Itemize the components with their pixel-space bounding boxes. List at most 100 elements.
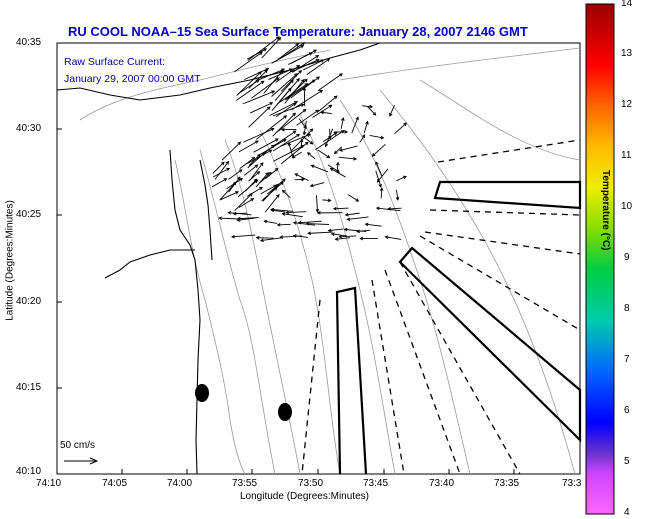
current-vector-head xyxy=(288,68,293,72)
current-vector xyxy=(243,128,274,143)
current-vector xyxy=(275,65,300,83)
current-vector xyxy=(234,193,253,212)
current-vector-head xyxy=(238,169,243,173)
current-vector-head xyxy=(276,223,281,227)
radar-beams xyxy=(301,139,581,475)
current-vector-head xyxy=(255,235,260,240)
current-vector xyxy=(347,194,359,202)
current-vector xyxy=(317,149,330,159)
plot-frame xyxy=(56,42,581,475)
y-tick-label: 40:20 xyxy=(16,296,42,307)
current-vector xyxy=(276,43,299,62)
current-vector xyxy=(265,168,279,180)
current-vector xyxy=(310,182,325,187)
current-vector-head xyxy=(239,178,244,182)
coastline xyxy=(56,42,381,475)
current-vector-head xyxy=(266,106,271,110)
current-vector xyxy=(288,142,294,159)
current-vector xyxy=(292,151,303,158)
overlay-line2: January 29, 2007 00:00 GMT xyxy=(64,73,201,85)
current-vector-head xyxy=(341,117,345,122)
current-vector xyxy=(239,157,255,169)
current-vector xyxy=(238,140,259,153)
current-vector-head xyxy=(334,237,339,241)
x-tick-label: 73:35 xyxy=(494,478,520,489)
y-axis-label: Latitude (Degrees:Minutes) xyxy=(4,200,16,321)
current-vector xyxy=(277,223,291,226)
current-vector xyxy=(268,68,293,80)
current-vector-head xyxy=(275,138,279,142)
current-vector-head xyxy=(283,115,288,119)
current-vector-head xyxy=(302,86,307,91)
current-vector xyxy=(306,58,330,75)
current-vector xyxy=(302,135,314,145)
current-vector-head xyxy=(319,89,324,94)
current-vector xyxy=(320,111,332,115)
current-vector xyxy=(318,95,338,112)
current-vector xyxy=(280,133,311,147)
scale-label: 50 cm/s xyxy=(60,440,96,451)
current-vector-head xyxy=(327,228,332,233)
current-vector-head xyxy=(315,55,320,59)
current-vector-head xyxy=(255,140,259,144)
current-vector-head xyxy=(282,138,287,143)
current-vector-head xyxy=(294,173,299,177)
x-tick-label: 73:3 xyxy=(562,478,582,489)
current-vector-head xyxy=(292,130,297,134)
current-vector-head xyxy=(298,69,303,74)
current-vector-head xyxy=(336,161,340,166)
current-vector xyxy=(340,117,344,129)
current-vector-head xyxy=(263,48,268,52)
current-vector-head xyxy=(326,58,331,62)
current-vector xyxy=(228,169,243,180)
current-vector-head xyxy=(265,172,269,176)
current-vector xyxy=(338,156,357,160)
current-vector-head xyxy=(300,103,305,107)
current-vector xyxy=(233,51,263,73)
current-vector-head xyxy=(250,198,255,202)
current-vector xyxy=(253,138,279,153)
current-vector-head xyxy=(294,73,298,77)
current-vector xyxy=(255,172,269,188)
colorbar xyxy=(585,3,615,515)
current-vector-head xyxy=(218,216,222,220)
current-vector xyxy=(334,146,342,154)
current-vector-head xyxy=(304,141,309,146)
current-vector xyxy=(380,188,383,199)
current-vector-head xyxy=(301,78,305,83)
colorbar-tick-label: 6 xyxy=(624,405,630,416)
current-vector xyxy=(372,144,386,157)
current-vector-head xyxy=(315,208,320,213)
x-tick-label: 73:55 xyxy=(232,478,258,489)
colorbar-tick-label: 9 xyxy=(624,252,630,263)
current-vector-head xyxy=(294,101,298,105)
current-vector-head xyxy=(290,79,294,84)
current-vector-head xyxy=(324,143,329,148)
current-vector-head xyxy=(268,149,273,153)
current-vector xyxy=(316,195,318,212)
current-vector-head xyxy=(271,90,276,94)
current-vector-head xyxy=(223,178,228,182)
current-vector xyxy=(271,208,293,212)
current-vector xyxy=(284,79,305,104)
current-vector xyxy=(271,45,304,64)
current-vector-head xyxy=(384,235,389,240)
current-vector-head xyxy=(296,78,300,82)
current-vector-head xyxy=(308,52,313,56)
current-vector xyxy=(279,78,300,102)
current-vector-head xyxy=(313,49,317,53)
x-tick-label: 74:10 xyxy=(36,478,62,489)
current-vector xyxy=(248,154,261,166)
current-vector-head xyxy=(369,104,374,109)
colorbar-tick-label: 10 xyxy=(621,201,633,212)
current-vector xyxy=(219,181,237,201)
current-vector-head xyxy=(296,133,301,138)
current-vector-head xyxy=(301,177,306,182)
current-vector-head xyxy=(251,156,256,161)
current-vector xyxy=(211,178,227,188)
current-vector xyxy=(290,76,320,99)
current-vector-head xyxy=(282,178,286,182)
current-vector-head xyxy=(338,148,343,152)
current-vector-head xyxy=(307,133,312,137)
current-vector xyxy=(272,112,296,137)
